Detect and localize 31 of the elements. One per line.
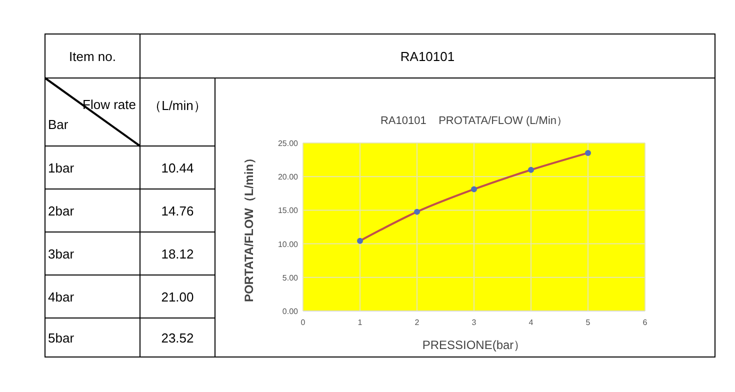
- x-tick-label: 1: [358, 318, 363, 327]
- x-axis-title: PRESSIONE(bar）: [422, 338, 526, 352]
- text: Bar: [48, 117, 69, 132]
- x-tick-label: 5: [586, 318, 591, 327]
- text: 14.76: [161, 204, 194, 218]
- text: 3bar: [48, 246, 75, 262]
- text: （L/min）: [148, 98, 206, 113]
- y-tick-label: 20.00: [278, 172, 299, 182]
- text: Item no.: [69, 49, 116, 64]
- x-tick-label: 0: [300, 318, 306, 327]
- y-tick-label: 5.00: [282, 273, 299, 282]
- x-tick-label: 4: [528, 318, 534, 327]
- x-tick-label: 2: [414, 318, 420, 327]
- text: 10.44: [161, 160, 194, 176]
- y-tick-label: 0.00: [282, 307, 299, 316]
- text: RA10101: [400, 49, 455, 64]
- text: 2bar: [48, 204, 75, 218]
- chart-title: RA10101 PROTATA/FLOW (L/Min）: [380, 115, 568, 127]
- x-tick-label: 3: [472, 318, 477, 327]
- text: 5bar: [48, 330, 75, 346]
- x-tick-label: 6: [642, 318, 648, 327]
- text: 4bar: [48, 290, 75, 304]
- text: 23.52: [161, 330, 194, 346]
- y-axis-title: PORTATA/FLOW（L/min）: [242, 152, 256, 302]
- y-tick-label: 10.00: [278, 240, 299, 249]
- y-tick-label: 25.00: [278, 139, 299, 148]
- text: Flow rate: [82, 97, 136, 112]
- text: 18.12: [161, 246, 194, 262]
- text: 1bar: [48, 160, 75, 176]
- y-tick-label: 15.00: [278, 206, 299, 216]
- text: 21.00: [161, 290, 194, 304]
